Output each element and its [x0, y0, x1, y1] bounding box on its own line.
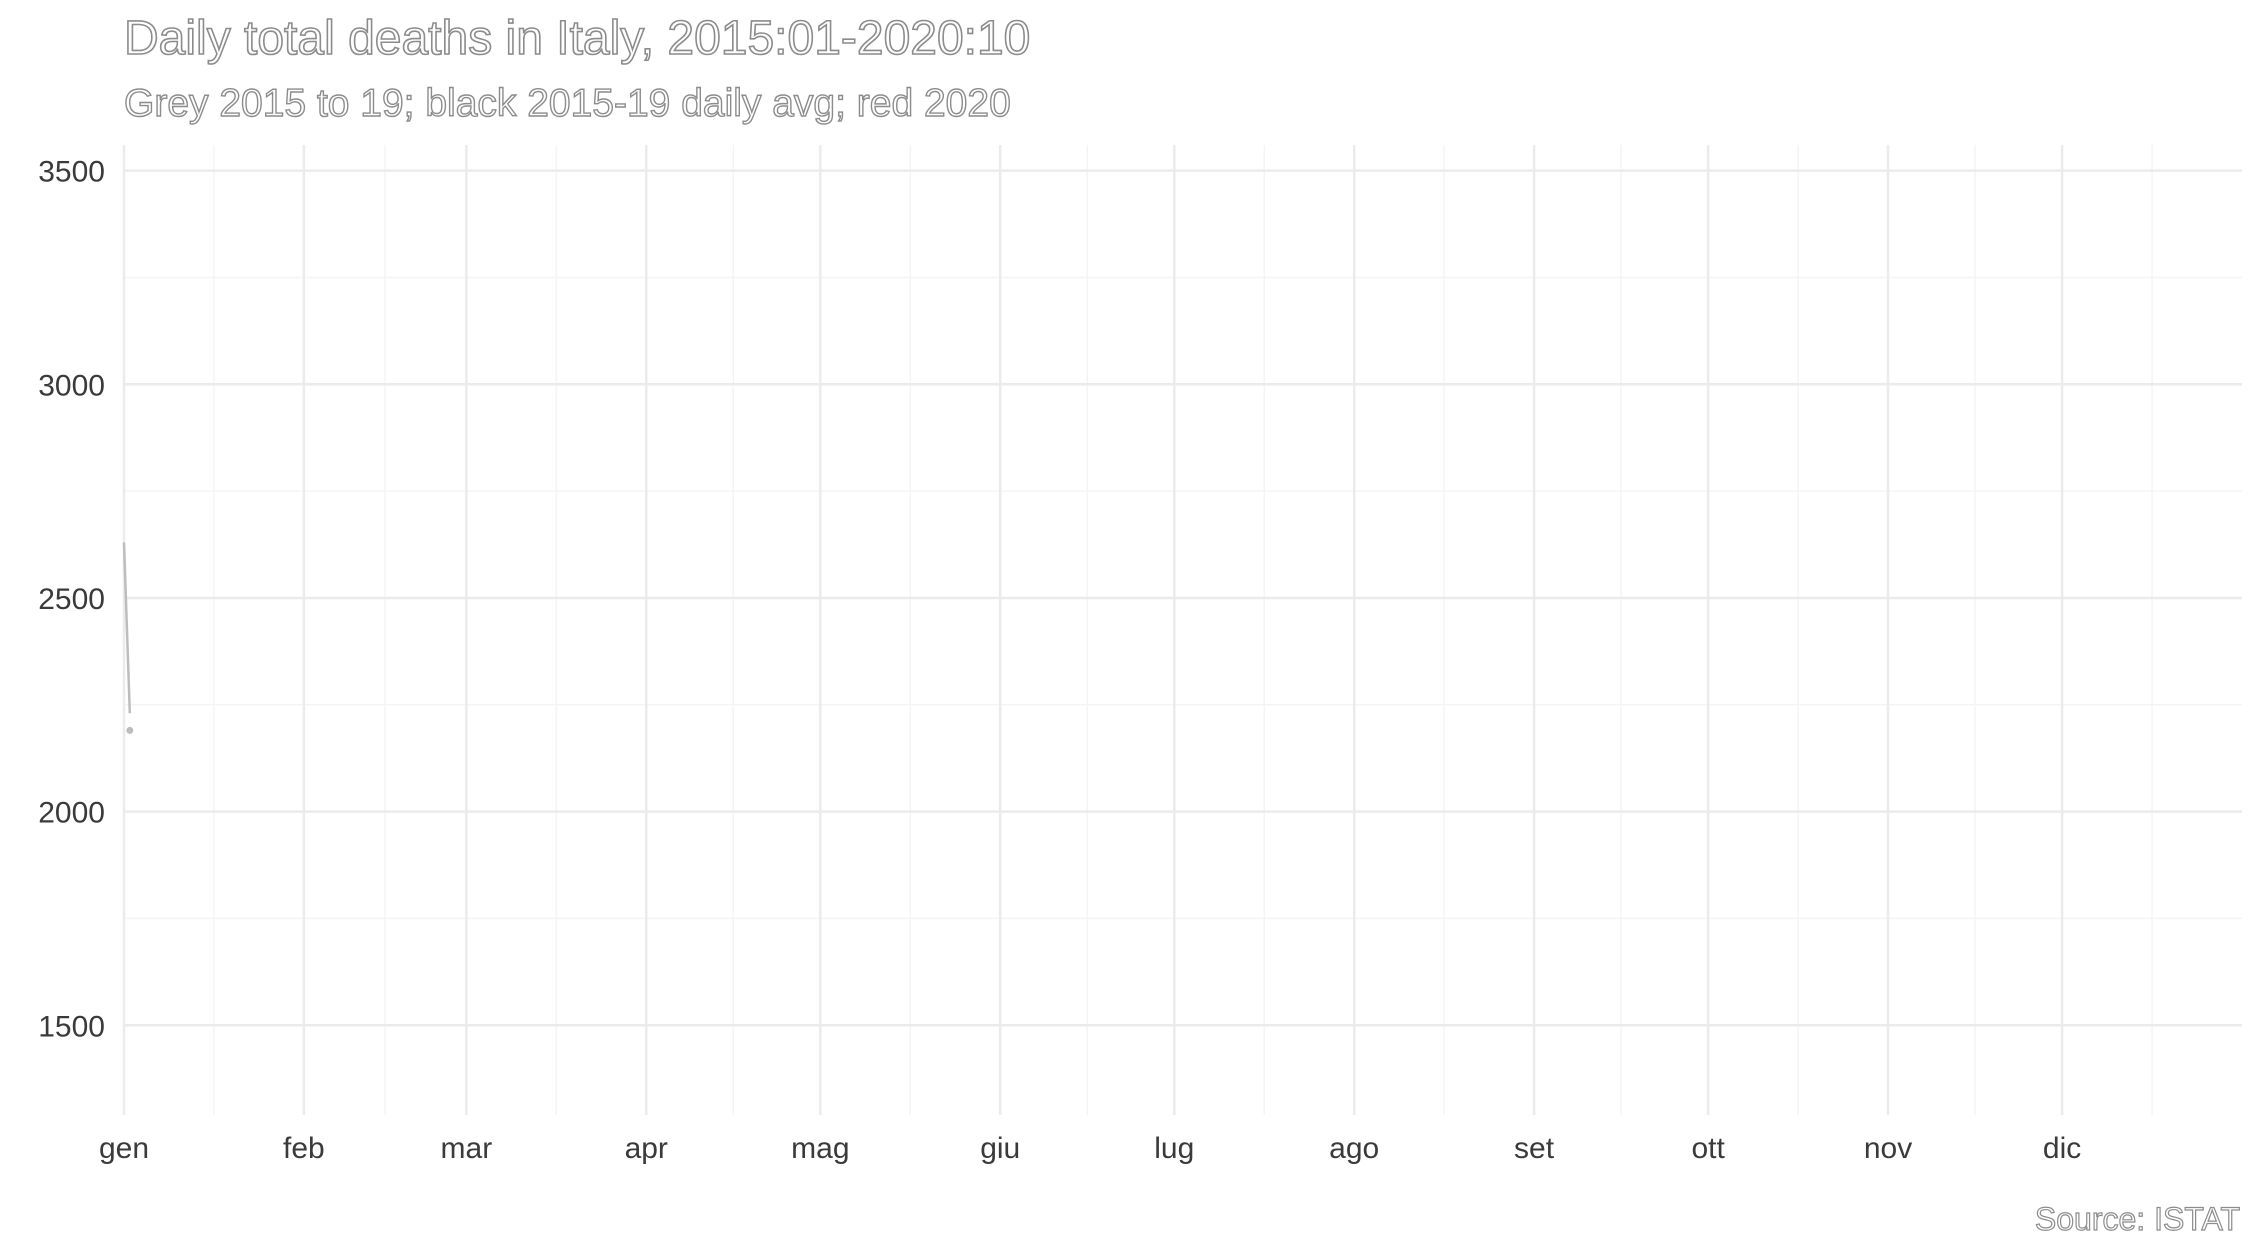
x-tick-label: feb	[283, 1132, 325, 1165]
series-line-2015	[122, 542, 132, 714]
y-tick-label: 3000	[38, 369, 105, 402]
x-tick-label: mag	[791, 1132, 849, 1165]
series-layer	[122, 542, 134, 734]
x-tick-label: gen	[99, 1132, 149, 1165]
y-axis-ticks: 1500 2000 2500 3000 3500	[38, 156, 105, 1044]
x-tick-label: dic	[2043, 1132, 2081, 1165]
x-axis-ticks: gen feb mar apr mag giu lug ago set ott nov dic	[99, 1132, 2081, 1165]
chart-caption: Source: ISTAT	[2035, 1201, 2240, 1237]
y-tick-label: 1500	[38, 1010, 105, 1043]
y-tick-label: 2500	[38, 583, 105, 616]
chart-subtitle: Grey 2015 to 19; black 2015-19 daily avg…	[124, 82, 1011, 125]
x-tick-label: nov	[1864, 1132, 1912, 1165]
chart-title: Daily total deaths in Italy, 2015:01-202…	[124, 12, 1030, 65]
x-tick-label: set	[1514, 1132, 1555, 1165]
x-tick-label: lug	[1154, 1132, 1194, 1165]
y-tick-label: 3500	[38, 156, 105, 189]
data-point	[126, 726, 134, 734]
x-tick-label: ago	[1329, 1132, 1379, 1165]
x-tick-label: apr	[625, 1132, 668, 1165]
grid	[122, 145, 2242, 1115]
x-tick-label: giu	[980, 1132, 1020, 1165]
x-tick-label: mar	[441, 1132, 493, 1165]
x-tick-label: ott	[1691, 1132, 1725, 1165]
y-tick-label: 2000	[38, 797, 105, 830]
